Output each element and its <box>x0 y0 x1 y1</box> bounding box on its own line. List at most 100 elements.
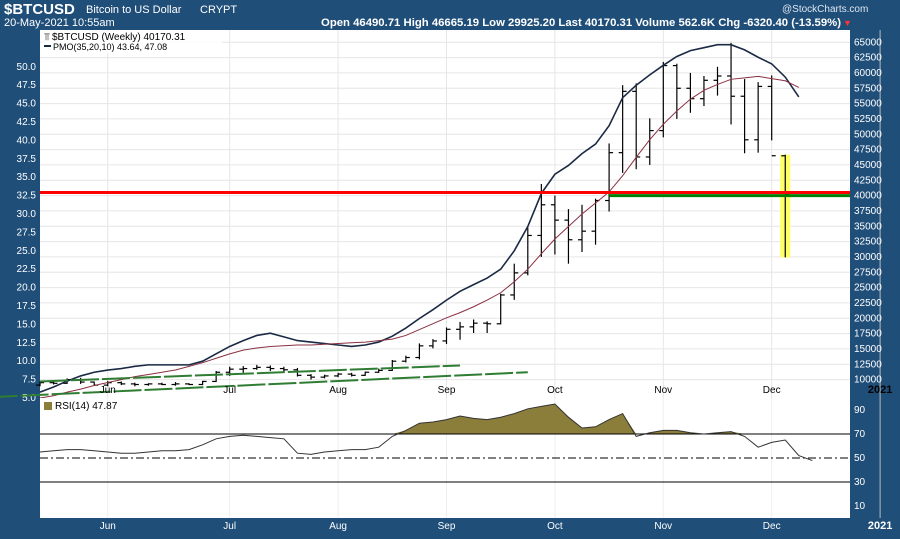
price-tick-label: 22500 <box>854 298 882 309</box>
rsi-tick-label: 70 <box>854 429 866 440</box>
x-tick-label: Aug <box>329 521 347 532</box>
x-tick-label-price: Aug <box>329 385 347 396</box>
ohlc-bar <box>442 327 451 345</box>
x-tick-label-price: Dec <box>763 385 781 396</box>
legend-box <box>42 31 222 53</box>
trendline <box>0 371 528 398</box>
x-tick-label: Dec <box>763 521 781 532</box>
ohlc-bar <box>361 371 370 376</box>
pmo-tick-label: 47.5 <box>17 80 37 91</box>
price-tick-label: 55000 <box>854 99 882 110</box>
ohlc-bar <box>578 204 586 253</box>
datetime-label: 20-May-2021 10:55am <box>4 17 115 29</box>
pmo-line <box>39 43 800 393</box>
ohlc-bar <box>374 368 383 373</box>
price-tick-label: 37500 <box>854 206 882 217</box>
ohlc-bar <box>469 319 478 333</box>
pmo-tick-label: 32.5 <box>17 191 37 202</box>
ohlc-bar <box>130 382 139 387</box>
ohlc-bar <box>266 365 275 372</box>
pmo-tick-label: 17.5 <box>17 301 37 312</box>
price-tick-label: 35000 <box>854 221 882 232</box>
ohlc-bar <box>672 63 681 119</box>
exchange-label: CRYPT <box>200 4 237 16</box>
ohlc-bar <box>171 382 180 386</box>
ohlc-bar <box>740 79 749 154</box>
pmo-tick-label: 50.0 <box>17 62 37 73</box>
price-tick-label: 52500 <box>854 114 882 125</box>
price-tick-label: 17500 <box>854 329 882 340</box>
price-tick-label: 60000 <box>854 68 882 79</box>
x-tick-label-price: Sep <box>438 385 456 396</box>
quote-line: Open 46490.71 High 46665.19 Low 29925.20… <box>321 17 841 29</box>
ohlc-bar <box>645 118 654 165</box>
ohlc-bar <box>699 76 708 107</box>
pmo-tick-label: 22.5 <box>17 264 37 275</box>
rsi-tick-label: 10 <box>854 501 866 512</box>
ohlc-bar <box>727 42 736 125</box>
ohlc-bar <box>347 372 356 377</box>
ohlc-bar <box>239 366 248 373</box>
ohlc-bar <box>415 343 424 360</box>
rsi-line <box>39 403 813 462</box>
x-tick-label: Sep <box>438 521 456 532</box>
x-tick-label-price: 2021 <box>868 384 892 396</box>
ohlc-bar <box>428 339 437 349</box>
price-legend: $BTCUSD (Weekly) 40170.31 <box>52 32 186 43</box>
pmo-tick-label: 42.5 <box>17 117 37 128</box>
x-tick-label-price: Jun <box>100 385 116 396</box>
x-tick-label: Jun <box>100 521 116 532</box>
ohlc-bar <box>537 183 546 257</box>
pmo-tick-label: 27.5 <box>17 227 37 238</box>
pmo-legend: PMO(35,20,10) 43.64, 47.08 <box>53 42 167 52</box>
price-tick-label: 32500 <box>854 237 882 248</box>
ohlc-bar <box>754 82 763 153</box>
price-tick-label: 15000 <box>854 344 882 355</box>
ohlc-bar <box>605 143 614 212</box>
x-tick-label: Oct <box>547 521 563 532</box>
ohlc-bar <box>185 383 194 386</box>
x-tick-label: Jul <box>223 521 236 532</box>
pmo-tick-label: 7.5 <box>22 375 36 386</box>
rsi-overbought-fill <box>40 404 813 434</box>
price-tick-label: 12500 <box>854 359 882 370</box>
price-tick-label: 40000 <box>854 191 882 202</box>
pmo-tick-label: 15.0 <box>17 319 37 330</box>
x-tick-label-price: Oct <box>547 385 563 396</box>
price-tick-label: 57500 <box>854 83 882 94</box>
rsi-tick-label: 90 <box>854 405 866 416</box>
x-tick-label-price: Jul <box>223 385 236 396</box>
price-tick-label: 47500 <box>854 145 882 156</box>
symbol-title: $BTCUSD <box>4 1 75 18</box>
rsi-legend-swatch <box>44 402 52 410</box>
price-tick-label: 30000 <box>854 252 882 263</box>
pmo-tick-label: 25.0 <box>17 246 37 257</box>
x-tick-label: Nov <box>654 521 672 532</box>
down-arrow-icon: ▼ <box>843 18 852 28</box>
ohlc-bar <box>767 75 776 157</box>
price-tick-label: 50000 <box>854 129 882 140</box>
ohlc-bar <box>713 66 722 96</box>
price-tick-label: 10000 <box>854 375 882 386</box>
trendline <box>39 364 461 383</box>
pmo-tick-label: 12.5 <box>17 338 37 349</box>
pmo-tick-label: 20.0 <box>17 283 37 294</box>
ohlc-bar <box>198 380 207 386</box>
candle-icon: ⫪ <box>43 32 50 43</box>
ohlc-bar <box>144 383 153 386</box>
pmo-tick-label: 35.0 <box>17 172 37 183</box>
ohlc-bar <box>36 381 44 387</box>
ohlc-bar <box>496 293 505 325</box>
price-tick-label: 27500 <box>854 267 882 278</box>
pmo-tick-label: 45.0 <box>17 99 37 110</box>
pmo-tick-label: 30.0 <box>17 209 37 220</box>
ohlc-bar <box>212 371 221 383</box>
ohlc-bar <box>157 382 166 386</box>
price-tick-label: 62500 <box>854 53 882 64</box>
price-panel <box>40 30 850 398</box>
ohlc-bar <box>117 381 126 386</box>
x-tick-label: 2021 <box>868 520 892 532</box>
ohlc-bar <box>307 374 315 380</box>
ohlc-bar <box>401 355 410 363</box>
